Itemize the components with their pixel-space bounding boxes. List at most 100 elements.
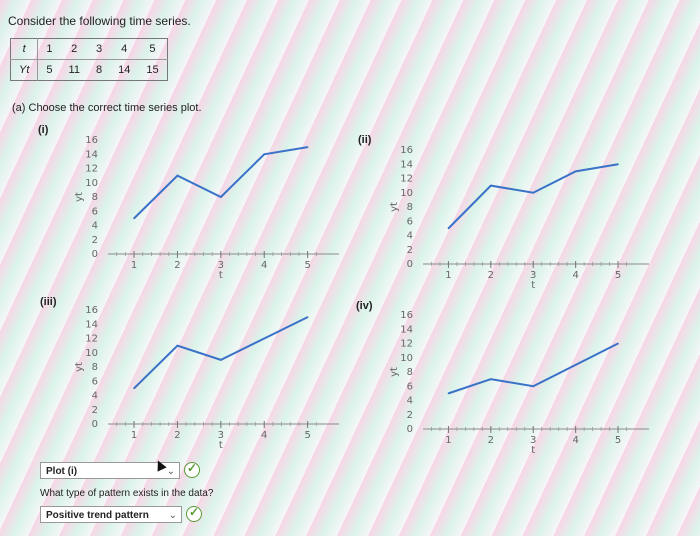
plot-label-iii: (iii) — [40, 296, 57, 308]
data-point — [532, 191, 535, 194]
table-cell: 4 — [110, 38, 139, 60]
table-cell: 8 — [95, 64, 103, 76]
x-axis-label: t — [531, 445, 535, 456]
x-tick-label: 5 — [304, 430, 310, 441]
pattern-select[interactable]: Positive trend pattern ⌄ — [40, 506, 182, 523]
table-cell: 5 — [138, 38, 168, 60]
x-tick-label: 2 — [488, 270, 494, 281]
y-tick-label: 2 — [407, 410, 413, 421]
y-tick-label: 2 — [92, 235, 98, 246]
x-tick-label: 1 — [445, 435, 451, 446]
x-tick-label: 2 — [174, 430, 180, 441]
y-tick-label: 2 — [407, 245, 413, 256]
x-axis-label: t — [219, 440, 223, 451]
x-tick-label: 5 — [615, 435, 621, 446]
plot-label-ii: (ii) — [358, 134, 372, 146]
time-series-table: t 1 2 3 4 5 Yt 5 11 8 14 15 — [10, 38, 168, 81]
y-tick-label: 10 — [400, 353, 413, 364]
series-line — [133, 316, 309, 390]
y-tick-label: 0 — [92, 249, 98, 260]
table-row: t 1 2 3 4 5 — [10, 38, 168, 60]
y-tick-label: 16 — [400, 145, 413, 156]
y-tick-label: 10 — [85, 178, 98, 189]
y-tick-label: 4 — [407, 231, 413, 242]
check-icon: ✓ — [184, 461, 200, 478]
y-tick-label: 10 — [85, 348, 98, 359]
y-tick-label: 4 — [92, 391, 98, 402]
y-axis-label: yt — [74, 362, 85, 372]
x-tick-label: 4 — [261, 430, 267, 441]
x-tick-label: 2 — [488, 435, 494, 446]
data-point — [133, 387, 135, 390]
x-tick-label: 2 — [174, 260, 180, 271]
x-tick-label: 3 — [530, 270, 536, 281]
data-point — [617, 163, 619, 166]
table-cell: 11 — [68, 64, 80, 76]
data-point — [532, 385, 535, 388]
table-cell: 3 — [87, 38, 111, 60]
x-tick-label: 4 — [261, 260, 267, 271]
y-tick-label: 12 — [85, 164, 98, 175]
data-point — [574, 364, 577, 366]
table-row: Yt 5 11 8 14 15 — [10, 59, 168, 81]
data-point — [176, 344, 179, 347]
y-tick-label: 16 — [400, 310, 413, 321]
data-point — [447, 227, 450, 230]
y-tick-label: 8 — [92, 192, 98, 203]
check-icon: ✓ — [186, 505, 202, 522]
table-cell: 15 — [146, 64, 159, 76]
t-header: t — [10, 38, 39, 60]
x-tick-label: 5 — [304, 260, 310, 271]
data-point — [490, 378, 492, 380]
y-axis-label: yt — [389, 367, 400, 377]
table-cell: 5 — [46, 64, 53, 76]
y-tick-label: 6 — [407, 381, 413, 392]
x-axis-label: t — [219, 270, 223, 281]
x-tick-label: 1 — [131, 260, 137, 271]
y-tick-label: 8 — [92, 362, 98, 373]
x-tick-label: 3 — [530, 435, 536, 446]
question-a: (a) Choose the correct time series plot. — [12, 102, 202, 114]
x-tick-label: 1 — [131, 430, 137, 441]
y-tick-label: 6 — [407, 216, 413, 227]
y-tick-label: 0 — [407, 259, 413, 270]
table-cell: 2 — [60, 38, 88, 60]
y-tick-label: 12 — [400, 339, 413, 350]
intro-text: Consider the following time series. — [8, 14, 191, 28]
chevron-down-icon: ⌄ — [168, 510, 177, 521]
x-axis-label: t — [531, 280, 535, 291]
x-tick-label: 1 — [445, 270, 451, 281]
table-cell: 1 — [37, 38, 61, 60]
y-tick-label: 6 — [92, 206, 98, 217]
y-tick-label: 6 — [92, 376, 98, 387]
plot-label-iv: (iv) — [356, 300, 373, 312]
y-tick-label: 14 — [400, 159, 413, 170]
y-tick-label: 14 — [400, 324, 413, 335]
plot-select-value: Plot (i) — [46, 466, 78, 477]
data-point — [617, 342, 619, 345]
series-line — [447, 163, 619, 230]
data-point — [306, 146, 309, 148]
y-tick-label: 12 — [400, 174, 413, 185]
plot-label-i: (i) — [38, 124, 49, 136]
y-tick-label: 0 — [407, 424, 413, 435]
y-header: Yt — [10, 59, 39, 81]
series-line — [133, 146, 308, 220]
data-point — [220, 196, 222, 198]
data-point — [490, 184, 492, 187]
x-tick-label: 3 — [218, 430, 224, 441]
data-point — [447, 392, 450, 395]
table-cell: 14 — [118, 64, 131, 76]
question-b: What type of pattern exists in the data? — [40, 488, 214, 499]
data-point — [263, 153, 266, 156]
data-point — [263, 337, 266, 340]
y-tick-label: 2 — [92, 405, 98, 416]
y-tick-label: 0 — [92, 419, 98, 430]
plot-select[interactable]: Plot (i) ⌄ — [40, 462, 180, 479]
y-tick-label: 4 — [92, 221, 98, 232]
chevron-down-icon: ⌄ — [166, 466, 175, 477]
